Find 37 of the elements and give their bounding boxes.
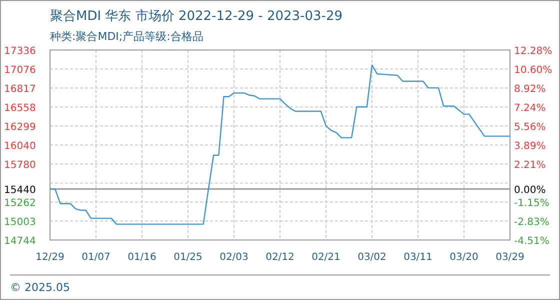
x-tick-label: 03/11 — [404, 252, 432, 263]
y-tick-label: 15780 — [4, 160, 36, 172]
y2-tick-label: 10.60% — [514, 65, 552, 76]
x-tick-label: 02/03 — [220, 252, 248, 263]
y2-tick-label: 8.92% — [514, 84, 546, 96]
chart-subtitle: 种类:聚合MDI;产品等级:合格品 — [50, 30, 204, 43]
y2-tick-label: 7.24% — [514, 103, 546, 114]
x-tick-label: 01/16 — [128, 252, 156, 263]
y2-tick-label: -4.51% — [514, 236, 550, 247]
text: © 2025.05 — [10, 281, 70, 294]
y-tick-label: 17076 — [4, 65, 36, 76]
x-tick-label: 03/20 — [450, 252, 478, 263]
y-tick-label: 16817 — [4, 84, 36, 96]
chart-title: 聚合MDI 华东 市场价 2022-12-29 - 2023-03-29 — [50, 9, 343, 24]
y2-tick-label: -2.83% — [514, 216, 550, 228]
y-tick-label: 17336 — [4, 46, 36, 57]
y2-tick-label: 3.89% — [514, 140, 546, 152]
y2-tick-label: 0.00% — [514, 184, 546, 196]
y2-tick-label: 12.28% — [514, 46, 552, 57]
y-tick-label: 15262 — [4, 198, 36, 210]
x-tick-label: 12/29 — [36, 252, 64, 263]
x-tick-label: 03/02 — [358, 252, 386, 263]
x-tick-label: 02/12 — [266, 252, 294, 263]
x-tick-label: 02/21 — [312, 252, 340, 263]
x-tick-label: 03/29 — [496, 252, 524, 263]
y-tick-label: 15003 — [4, 217, 36, 228]
x-tick-label: 01/07 — [82, 252, 110, 263]
x-tick-label: 01/25 — [174, 252, 202, 263]
y-tick-label: 16040 — [4, 141, 36, 152]
y2-tick-label: -1.15% — [514, 198, 550, 209]
y2-tick-label: 2.21% — [514, 160, 546, 171]
y-tick-label: 15440 — [4, 184, 36, 196]
y-tick-label: 16299 — [4, 122, 36, 134]
y-tick-label: 16558 — [4, 103, 36, 114]
y2-tick-label: 5.56% — [514, 122, 546, 134]
line-series — [49, 64, 511, 225]
y-tick-label: 14744 — [4, 236, 36, 247]
